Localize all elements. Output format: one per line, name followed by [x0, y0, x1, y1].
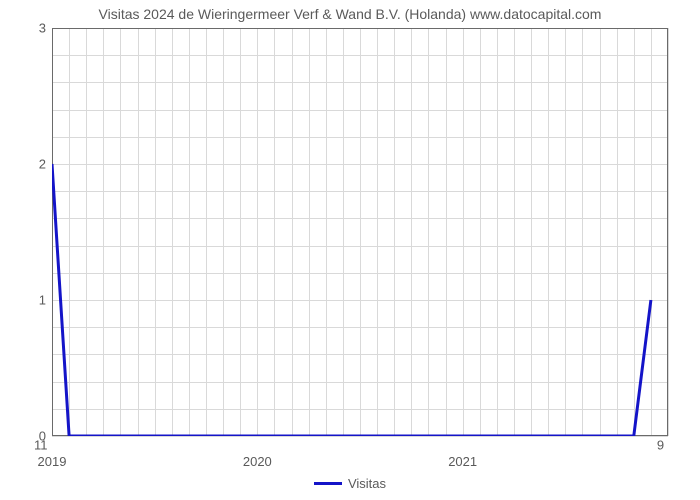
line-layer	[52, 28, 668, 436]
chart-title: Visitas 2024 de Wieringermeer Verf & Wan…	[0, 6, 700, 22]
x-tick-label: 2019	[38, 454, 67, 469]
legend: Visitas	[0, 476, 700, 491]
vgrid	[668, 28, 669, 436]
x-tick-label: 2020	[243, 454, 272, 469]
chart-container: Visitas 2024 de Wieringermeer Verf & Wan…	[0, 0, 700, 500]
y-tick-label: 3	[16, 21, 46, 36]
hgrid	[52, 436, 668, 437]
x-tick-label: 2021	[448, 454, 477, 469]
legend-label: Visitas	[348, 476, 386, 491]
y-tick-label: 2	[16, 157, 46, 172]
series-line	[52, 164, 651, 436]
legend-swatch	[314, 482, 342, 485]
end-label: 9	[657, 438, 664, 453]
plot-area	[52, 28, 668, 436]
end-label: 11	[34, 438, 48, 453]
y-tick-label: 1	[16, 293, 46, 308]
